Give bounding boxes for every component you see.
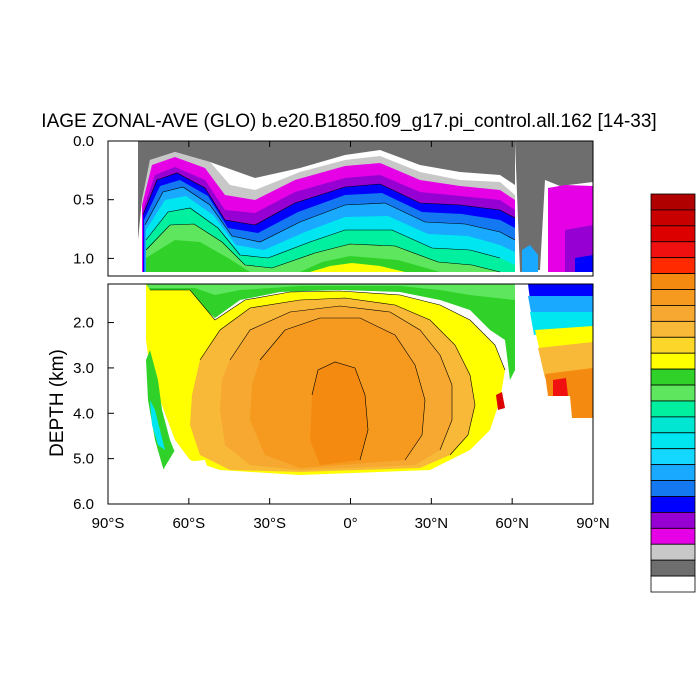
colorbar-swatch — [650, 416, 696, 434]
colorbar-swatch — [650, 352, 696, 370]
upper-panel — [107, 140, 594, 277]
upper-contour-lines — [142, 172, 516, 273]
colorbar-swatch — [650, 320, 696, 338]
land-mask-top — [138, 141, 593, 272]
contour-green — [146, 240, 440, 272]
arctic-upper-blue — [575, 255, 593, 272]
arctic-channel — [522, 245, 538, 272]
colorbar-swatch — [650, 193, 696, 211]
colorbar-swatch — [650, 289, 696, 306]
colorbar-swatch — [650, 336, 696, 354]
x-tick-label: 30°S — [253, 515, 286, 532]
colorbar-swatch — [650, 480, 696, 497]
colorbar-swatch — [650, 209, 696, 227]
colorbar-swatch — [650, 305, 696, 322]
colorbar-swatch — [650, 400, 696, 418]
lower-contour-lines — [150, 289, 506, 461]
colorbar-swatch — [650, 464, 696, 481]
y-axis-label: DEPTH (km) — [47, 349, 68, 457]
arctic-lower-red — [553, 378, 568, 396]
arctic-lower-orange — [538, 342, 593, 378]
lower-deep-core — [310, 362, 368, 465]
colorbar-swatch — [650, 368, 696, 386]
contour-light-green — [146, 224, 500, 272]
lower-panel-field — [108, 284, 593, 504]
colorbar — [650, 193, 696, 593]
colorbar-swatch — [650, 496, 696, 513]
contour-yellow — [310, 263, 405, 272]
colorbar-swatch — [650, 575, 696, 593]
x-tick-label: 0° — [343, 515, 357, 532]
y-tick-label: 4.0 — [73, 405, 94, 422]
lower-red-patch — [496, 392, 505, 410]
colorbar-swatch — [650, 384, 696, 402]
y-tick-label: 0.0 — [73, 133, 94, 150]
chart-title: IAGE ZONAL-AVE (GLO) b.e20.B1850.f09_g17… — [41, 111, 656, 132]
y-tick-label: 3.0 — [73, 360, 94, 377]
x-tick-label: 30°N — [415, 515, 449, 532]
lower-seafloor — [108, 348, 593, 504]
colorbar-swatch — [650, 225, 696, 243]
lower-left-cyan — [150, 400, 165, 450]
x-tick-label: 60°S — [172, 515, 205, 532]
upper-panel-field — [138, 141, 593, 273]
y-tick-label: 2.0 — [73, 315, 94, 332]
colorbar-swatch — [650, 257, 696, 274]
colorbar-swatch — [650, 432, 696, 450]
y-tick-label: 5.0 — [73, 451, 94, 468]
colorbar-swatch — [650, 512, 696, 529]
colorbar-swatch — [650, 448, 696, 466]
y-tick-label: 0.5 — [73, 192, 94, 209]
colorbar-swatch — [650, 527, 696, 545]
y-tick-label: 6.0 — [73, 496, 94, 513]
colorbar-swatch — [650, 273, 696, 290]
lower-light-green — [146, 284, 515, 300]
colorbar-swatch — [650, 241, 696, 259]
x-tick-label: 90°S — [92, 515, 125, 532]
lower-left-green — [146, 350, 190, 475]
colorbar-swatch — [650, 559, 696, 577]
colorbar-swatch — [650, 543, 696, 561]
x-tick-label: 90°N — [576, 515, 610, 532]
y-tick-label: 1.0 — [73, 250, 94, 267]
axes: 90°S 60°S 30°S 0° 30°N 60°N 90°N 0.0 0.5 1.0 2.0 3.… — [73, 133, 610, 532]
lower-panel — [107, 283, 594, 505]
x-tick-label: 60°N — [495, 515, 529, 532]
contour-aquamarine — [146, 208, 515, 272]
